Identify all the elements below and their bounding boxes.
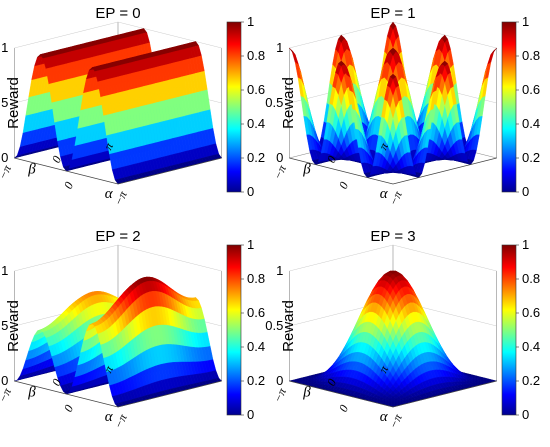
y-tick-label: 0	[61, 180, 76, 191]
surface-mesh	[289, 21, 497, 178]
colorbar-tick-label: 0.6	[247, 305, 265, 320]
z-tick-label: 1	[1, 40, 8, 55]
colorbar-tick-label: 0	[522, 184, 529, 199]
colorbar-tick-label: 0.6	[522, 82, 540, 97]
z-tick-label: 0.5	[265, 95, 283, 110]
y-tick-label: −π	[111, 188, 130, 208]
panel-title: EP = 0	[95, 5, 140, 22]
z-tick-label: 0	[1, 150, 8, 165]
colorbar-tick-label: 1	[247, 237, 254, 252]
y-axis-label: α	[105, 186, 114, 202]
colorbar-tick-label: 0.8	[247, 271, 265, 286]
panel-title: EP = 2	[95, 228, 140, 245]
x-tick-label: 0	[49, 377, 64, 388]
colorbar-tick-label: 1	[522, 14, 529, 29]
colorbar	[501, 21, 517, 193]
colorbar-tick-label: 1	[247, 14, 254, 29]
z-axis-label: Reward	[5, 300, 22, 352]
colorbar	[226, 244, 242, 416]
axis-floor-front	[14, 157, 222, 185]
axis-grid-line	[14, 21, 222, 49]
colorbar-tick-label: 0.2	[247, 373, 265, 388]
z-tick-label: 0	[276, 150, 283, 165]
colorbar-tick-label: 0	[247, 407, 254, 422]
colorbar-tick-label: 0.6	[247, 82, 265, 97]
colorbar-tick-label: 0	[247, 184, 254, 199]
axis-grid-line	[14, 244, 222, 272]
surface-cell	[389, 73, 397, 80]
z-tick-label: 1	[276, 40, 283, 55]
x-tick-label: 0	[49, 154, 64, 165]
y-tick-label: 0	[61, 403, 76, 414]
z-axis-label: Reward	[280, 77, 297, 129]
colorbar-tick-label: 0.8	[247, 48, 265, 63]
surface-mesh	[14, 276, 223, 408]
z-tick-label: 1	[1, 263, 8, 278]
colorbar	[226, 21, 242, 193]
colorbar-tick-label: 0.4	[247, 339, 265, 354]
x-tick-label: −π	[0, 162, 14, 182]
x-tick-label: 0	[324, 154, 339, 165]
surface-mesh	[289, 270, 497, 408]
z-tick-label: 0.5	[0, 318, 8, 333]
colorbar-tick-label: 0.4	[247, 116, 265, 131]
z-axis-label: Reward	[5, 77, 22, 129]
colorbar-tick-label: 0.2	[247, 150, 265, 165]
x-axis-label: β	[302, 162, 311, 178]
panel-title: EP = 1	[370, 5, 415, 22]
x-axis-label: β	[27, 162, 36, 178]
colorbar-tick-label: 0.8	[522, 48, 540, 63]
surface-mesh	[14, 28, 223, 185]
y-tick-label: −π	[386, 188, 405, 208]
axis-grid-line	[289, 244, 497, 272]
axis-floor-front	[289, 157, 497, 185]
y-tick-label: −π	[111, 411, 130, 431]
colorbar-tick-label: 0.4	[522, 116, 540, 131]
y-tick-label: 0	[336, 180, 351, 191]
x-tick-label: −π	[270, 162, 289, 182]
y-axis-label: α	[380, 186, 389, 202]
colorbar-tick-label: 0.2	[522, 150, 540, 165]
y-axis-label: α	[105, 409, 114, 425]
x-axis-label: β	[27, 385, 36, 401]
axis-floor-front	[14, 380, 222, 408]
x-tick-label: −π	[0, 385, 14, 405]
z-tick-label: 0.5	[0, 95, 8, 110]
z-tick-label: 0	[1, 373, 8, 388]
